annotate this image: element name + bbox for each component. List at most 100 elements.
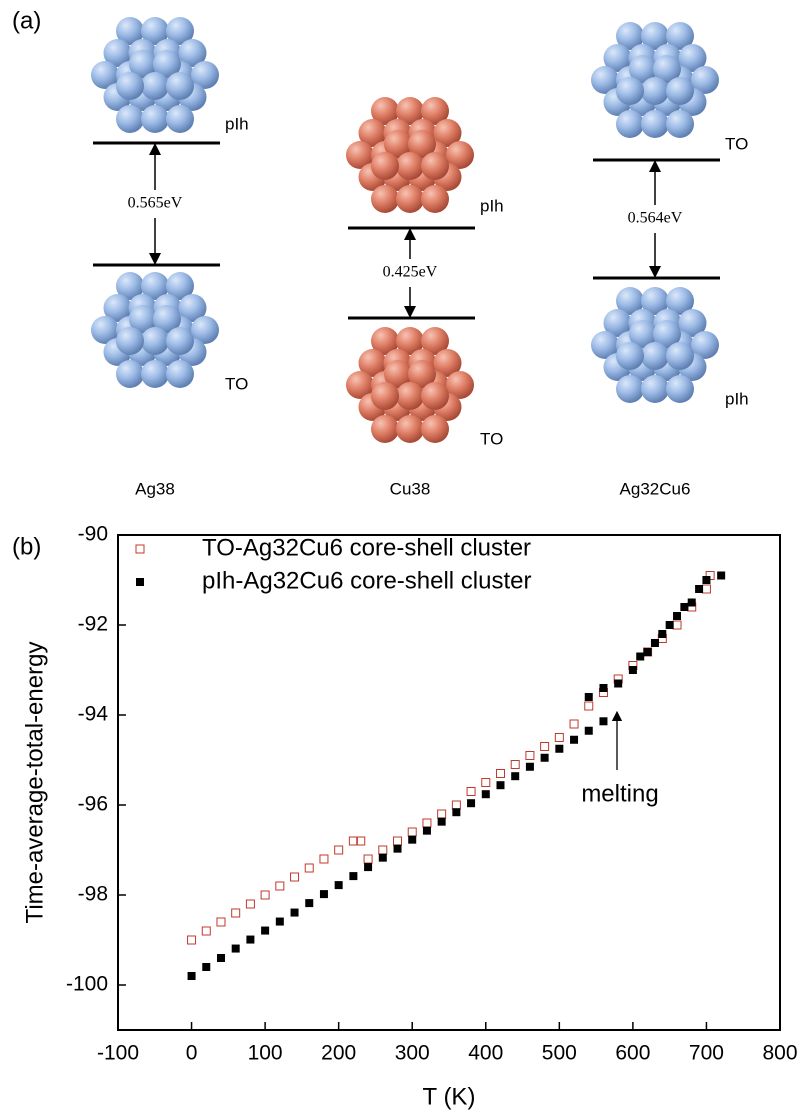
cluster [346, 97, 474, 213]
atom [641, 22, 669, 50]
atom [616, 287, 644, 315]
atom [591, 66, 619, 94]
atom [421, 97, 449, 125]
data-point [628, 666, 637, 674]
atom [129, 305, 157, 333]
data-point [511, 772, 520, 781]
atom [346, 371, 374, 399]
atom [421, 415, 449, 443]
data-point [305, 899, 314, 908]
atom [396, 97, 424, 125]
data-point [570, 735, 579, 744]
atom [141, 272, 169, 300]
data-point [231, 944, 240, 953]
atom [371, 415, 399, 443]
atom [116, 272, 144, 300]
data-point [437, 817, 446, 826]
atom [116, 327, 144, 355]
data-point [246, 935, 255, 944]
cluster [91, 272, 219, 388]
atom [166, 72, 194, 100]
data-point [584, 701, 594, 711]
data-point [467, 799, 476, 808]
data-point [378, 845, 388, 855]
data-point [540, 742, 550, 751]
atom [178, 294, 207, 322]
x-tick-label: 100 [248, 1042, 283, 1065]
data-point [665, 621, 674, 629]
atom [166, 17, 194, 45]
structure-label: TO [225, 374, 248, 393]
data-point [569, 719, 579, 729]
legend-marker [136, 578, 144, 586]
atom [641, 342, 669, 370]
data-point [364, 863, 373, 872]
atom [433, 349, 462, 377]
y-tick-label: -98 [78, 883, 108, 906]
atom [666, 110, 694, 138]
atom [371, 185, 399, 213]
data-point [334, 845, 344, 855]
structure-label: TO [480, 429, 503, 448]
atom [371, 97, 399, 125]
atom [666, 342, 694, 370]
data-point [687, 598, 696, 607]
atom [358, 349, 387, 377]
atom [666, 77, 694, 105]
atom [616, 342, 644, 370]
data-point [422, 826, 431, 835]
atom [421, 382, 449, 410]
atom [384, 130, 412, 158]
legend-marker [135, 544, 145, 554]
atom [616, 110, 644, 138]
x-tick-label: 500 [542, 1042, 577, 1065]
data-point [584, 693, 593, 701]
label-bg [370, 262, 450, 284]
atom [666, 287, 694, 315]
data-point [650, 639, 659, 647]
x-tick-label: 600 [615, 1042, 650, 1065]
atom [358, 119, 387, 147]
x-tick-label: 0 [186, 1042, 198, 1065]
data-point [378, 853, 387, 862]
data-point [554, 733, 564, 742]
y-tick-label: -90 [78, 523, 108, 546]
cluster-name: Ag38 [135, 479, 175, 498]
cluster [346, 327, 474, 443]
atom [616, 22, 644, 50]
atom [116, 17, 144, 45]
x-tick-label: 700 [689, 1042, 724, 1065]
atom [103, 294, 132, 322]
data-point [319, 890, 328, 899]
structure-label: TO [725, 134, 748, 153]
data-point [348, 836, 358, 846]
atom [129, 50, 157, 78]
data-point [555, 744, 564, 753]
atom [641, 110, 669, 138]
data-point [680, 603, 689, 611]
annotation: melting [581, 780, 658, 807]
atom [641, 77, 669, 105]
data-point [510, 760, 520, 769]
atom [691, 331, 719, 359]
atom [446, 141, 474, 169]
atom [603, 309, 632, 337]
atom [346, 141, 374, 169]
data-point [393, 844, 402, 853]
atom [396, 185, 424, 213]
data-point [349, 872, 358, 881]
atom [396, 415, 424, 443]
data-point [356, 836, 366, 846]
data-point [363, 854, 373, 864]
x-tick-label: 800 [762, 1042, 797, 1065]
atom [641, 375, 669, 403]
atom [141, 327, 169, 355]
cluster [91, 17, 219, 133]
atom [116, 72, 144, 100]
data-point [202, 963, 211, 971]
atom [616, 375, 644, 403]
atom [178, 39, 207, 67]
data-point [407, 827, 417, 837]
atom [384, 360, 412, 388]
